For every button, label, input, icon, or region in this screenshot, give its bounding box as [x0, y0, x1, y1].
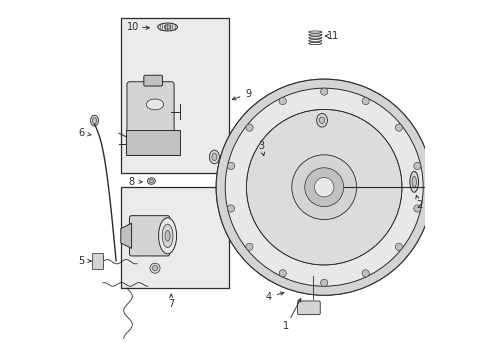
Circle shape [227, 205, 235, 212]
Text: 6: 6 [78, 128, 84, 138]
FancyBboxPatch shape [121, 187, 229, 288]
Circle shape [362, 98, 369, 105]
Circle shape [320, 279, 328, 287]
Text: 2: 2 [416, 200, 423, 210]
Circle shape [216, 79, 432, 295]
Ellipse shape [209, 150, 220, 164]
Text: 3: 3 [258, 141, 264, 151]
Ellipse shape [165, 230, 170, 241]
Circle shape [150, 263, 160, 273]
Text: 8: 8 [128, 177, 135, 187]
FancyBboxPatch shape [126, 130, 180, 155]
Circle shape [305, 168, 343, 207]
FancyBboxPatch shape [144, 75, 163, 86]
Ellipse shape [147, 99, 164, 110]
Circle shape [97, 262, 103, 269]
Circle shape [227, 162, 235, 170]
Circle shape [279, 270, 286, 277]
Ellipse shape [162, 224, 173, 248]
Text: 4: 4 [266, 292, 271, 302]
Ellipse shape [91, 115, 98, 126]
Ellipse shape [164, 25, 171, 29]
Circle shape [395, 243, 402, 251]
Ellipse shape [317, 113, 327, 127]
Circle shape [152, 266, 157, 271]
Ellipse shape [92, 118, 97, 123]
Text: 10: 10 [127, 22, 140, 32]
Circle shape [246, 109, 402, 265]
FancyBboxPatch shape [121, 18, 229, 173]
Ellipse shape [147, 178, 155, 184]
Circle shape [246, 243, 253, 251]
Text: 7: 7 [168, 299, 174, 309]
Circle shape [414, 162, 421, 170]
Circle shape [320, 88, 328, 95]
Text: 9: 9 [245, 89, 252, 99]
Ellipse shape [319, 117, 325, 123]
Circle shape [279, 98, 286, 105]
Circle shape [395, 124, 402, 131]
Text: 1: 1 [283, 321, 290, 331]
FancyBboxPatch shape [92, 253, 103, 269]
Ellipse shape [412, 176, 416, 187]
Ellipse shape [158, 23, 177, 31]
Ellipse shape [212, 153, 217, 161]
Ellipse shape [149, 180, 153, 183]
FancyBboxPatch shape [127, 82, 174, 134]
Text: 5: 5 [78, 256, 84, 266]
Text: 11: 11 [327, 31, 339, 41]
Ellipse shape [159, 218, 176, 254]
FancyBboxPatch shape [297, 301, 320, 315]
Circle shape [315, 177, 334, 197]
Circle shape [292, 155, 357, 220]
Circle shape [362, 270, 369, 277]
FancyBboxPatch shape [432, 178, 450, 196]
Circle shape [414, 205, 421, 212]
Ellipse shape [410, 171, 418, 192]
Polygon shape [121, 223, 132, 248]
Circle shape [97, 254, 103, 261]
FancyBboxPatch shape [129, 216, 170, 256]
Circle shape [246, 124, 253, 131]
